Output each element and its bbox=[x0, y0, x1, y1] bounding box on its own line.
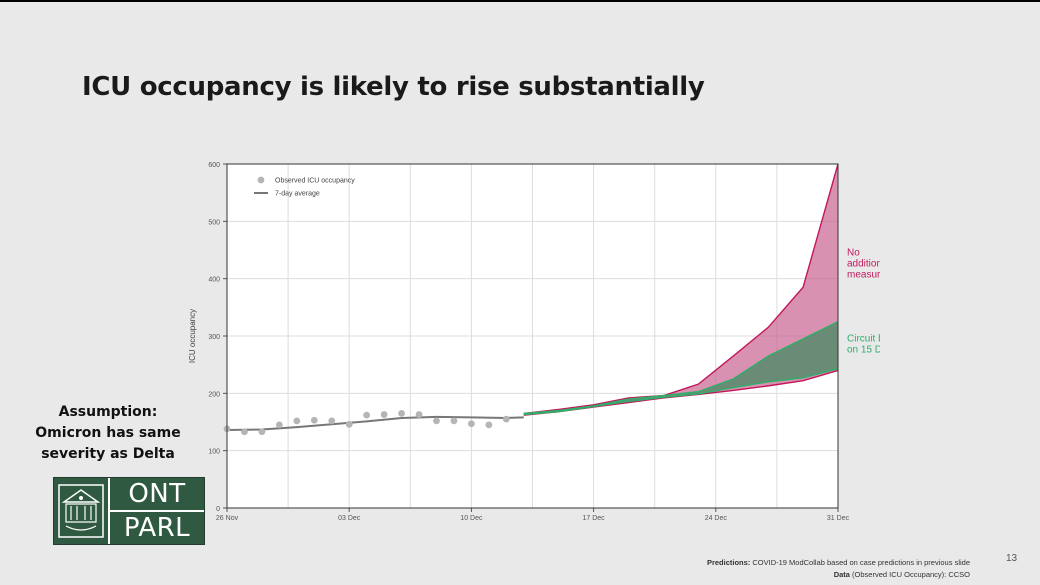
x-tick-label: 10 Dec bbox=[460, 515, 483, 522]
y-tick-label: 500 bbox=[208, 219, 220, 226]
y-tick-label: 100 bbox=[208, 449, 220, 456]
legend-average-label: 7-day average bbox=[275, 191, 320, 198]
axis-layer: 0 100 200 300 400 500 600 26 Nov 03 Dec 10 Dec 17 … bbox=[188, 162, 850, 522]
observed-point bbox=[450, 417, 458, 425]
y-tick-label: 0 bbox=[216, 506, 220, 513]
observed-point bbox=[258, 428, 266, 436]
projection-bands bbox=[523, 163, 839, 416]
logo-wordmark: ONT PARL bbox=[110, 478, 204, 544]
no-measures-label: No bbox=[847, 248, 860, 259]
footnote-text-1: COVID-19 ModCollab based on case predict… bbox=[752, 558, 970, 567]
observed-point bbox=[275, 421, 283, 429]
icu-occupancy-chart: 0 100 200 300 400 500 600 26 Nov 03 Dec 10 Dec 17 … bbox=[188, 162, 880, 522]
observed-point bbox=[310, 416, 318, 424]
y-tick-label: 200 bbox=[208, 391, 220, 398]
plot-frame bbox=[226, 163, 839, 509]
footnote: Predictions: COVID-19 ModCollab based on… bbox=[707, 557, 970, 581]
legend-observed-label: Observed ICU occupancy bbox=[275, 178, 355, 185]
observed-point bbox=[468, 420, 475, 428]
y-axis-label: ICU occupancy bbox=[188, 309, 197, 363]
x-tick-label: 24 Dec bbox=[705, 515, 728, 522]
no-measures-band bbox=[523, 164, 838, 416]
observed-point bbox=[433, 417, 440, 425]
observed-layer bbox=[223, 410, 524, 436]
assumption-note: Assumption: Omicron has same severity as… bbox=[22, 402, 194, 465]
circuit-breaker-band bbox=[523, 321, 838, 415]
slide-title: ICU occupancy is likely to rise substant… bbox=[82, 72, 705, 102]
observed-point bbox=[363, 411, 371, 419]
assumption-line-3: severity as Delta bbox=[41, 446, 175, 462]
y-tick-label: 600 bbox=[208, 162, 220, 169]
y-tick-label: 400 bbox=[208, 277, 220, 284]
crest-icon bbox=[54, 478, 108, 544]
x-tick-label: 03 Dec bbox=[338, 515, 361, 522]
observed-point bbox=[502, 415, 510, 423]
logo-text-top: ONT bbox=[128, 479, 186, 509]
observed-point bbox=[485, 421, 493, 429]
x-tick-label: 26 Nov bbox=[216, 515, 239, 522]
assumption-line-2: Omicron has same bbox=[35, 425, 181, 441]
observed-point bbox=[398, 410, 405, 417]
no-measures-label: measures bbox=[847, 270, 880, 281]
logo-text-bottom: PARL bbox=[110, 510, 204, 544]
footnote-label-1: Predictions: bbox=[706, 558, 751, 567]
x-tick-label: 17 Dec bbox=[583, 515, 606, 522]
observed-point bbox=[380, 411, 388, 418]
legend: Observed ICU occupancy 7-day average bbox=[254, 176, 355, 198]
circuit-breaker-upper-line bbox=[523, 321, 839, 415]
assumption-line-1: Assumption: bbox=[58, 404, 158, 420]
grid-layer bbox=[226, 163, 839, 509]
footnote-text-2: (Observed ICU Occupancy): CCSO bbox=[852, 570, 970, 579]
circuit-breaker-label: on 15 Dec bbox=[847, 345, 880, 356]
y-tick-label: 300 bbox=[208, 334, 220, 341]
circuit-breaker-label: Circuit breaker bbox=[847, 334, 880, 345]
top-border bbox=[0, 0, 1040, 2]
seven-day-average-line bbox=[226, 415, 524, 432]
page-number: 13 bbox=[1006, 553, 1018, 564]
no-measures-upper-line bbox=[523, 163, 839, 415]
x-tick-label: 31 Dec bbox=[827, 515, 850, 522]
observed-point bbox=[415, 411, 423, 418]
footnote-label-2: Data bbox=[833, 570, 850, 579]
ont-parl-logo: ONT PARL bbox=[53, 477, 205, 545]
no-measures-label: additional bbox=[847, 259, 880, 270]
annotation-layer: Noadditionalmeasures Circuit breakeron 15… bbox=[847, 248, 880, 356]
observed-point bbox=[293, 417, 301, 425]
observed-point bbox=[328, 417, 336, 425]
observed-point bbox=[345, 420, 353, 428]
observed-point bbox=[241, 428, 248, 436]
circuit-breaker-lower-line bbox=[523, 368, 839, 416]
legend-observed-marker bbox=[257, 176, 265, 184]
